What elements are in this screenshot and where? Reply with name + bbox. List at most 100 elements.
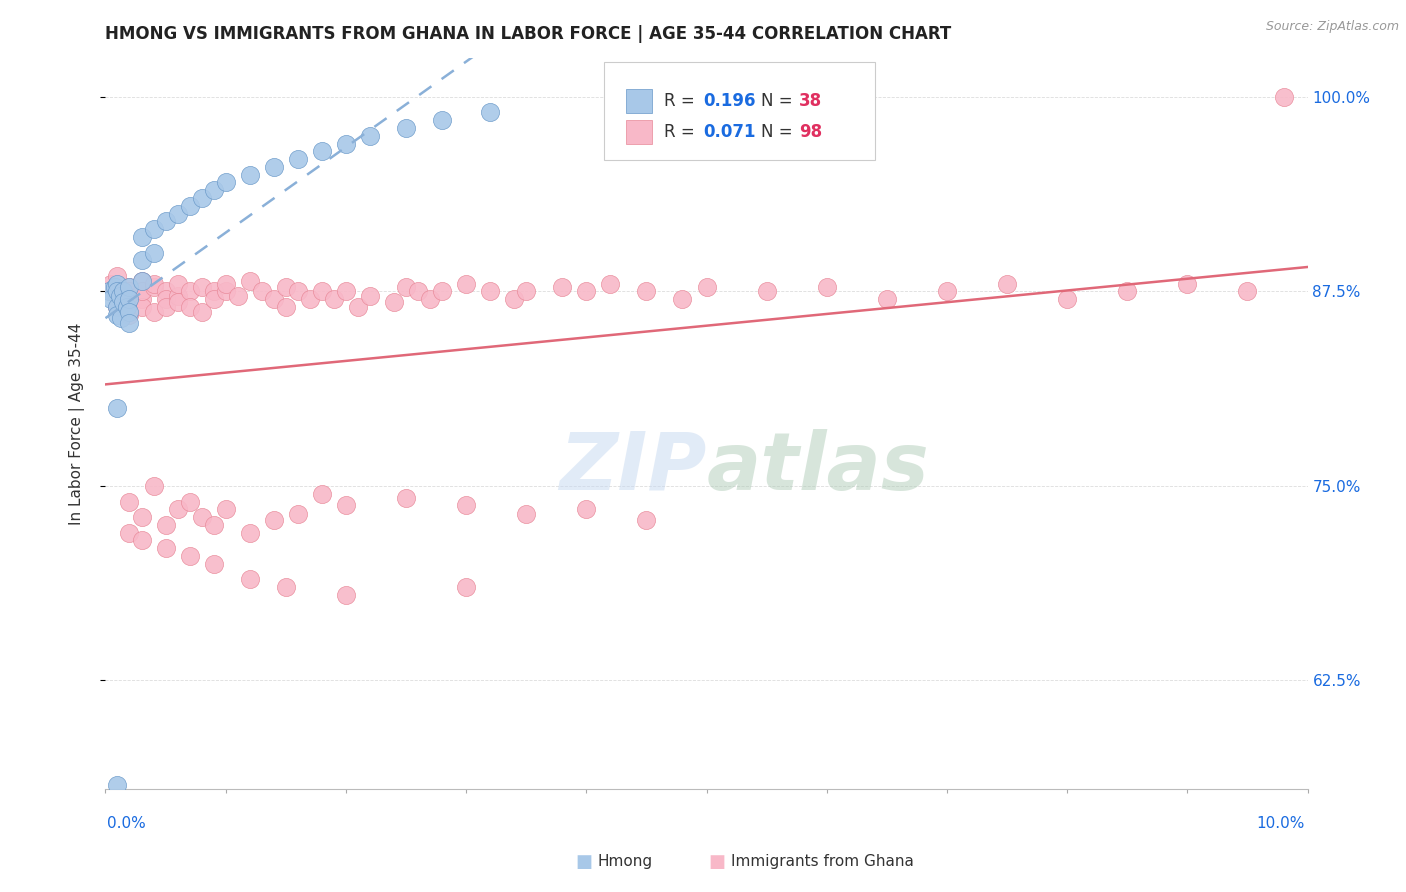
Point — [118, 494, 141, 508]
Point — [104, 279, 127, 293]
Point — [100, 277, 122, 291]
Point — [995, 277, 1018, 291]
Point — [395, 491, 418, 506]
Point — [1116, 285, 1139, 299]
Point — [287, 507, 309, 521]
Point — [311, 487, 333, 501]
Point — [131, 253, 153, 268]
Point — [274, 580, 297, 594]
Text: Source: ZipAtlas.com: Source: ZipAtlas.com — [1265, 20, 1399, 33]
Point — [107, 300, 129, 314]
Point — [335, 498, 357, 512]
Point — [190, 191, 212, 205]
Point — [239, 572, 262, 586]
Point — [551, 279, 574, 293]
Point — [107, 300, 129, 314]
Point — [112, 295, 135, 310]
Text: 10.0%: 10.0% — [1257, 816, 1305, 830]
Point — [107, 285, 129, 299]
Text: 98: 98 — [799, 123, 823, 141]
Point — [936, 285, 959, 299]
Point — [322, 292, 344, 306]
Point — [636, 513, 658, 527]
Text: R =: R = — [665, 92, 700, 110]
Point — [166, 206, 188, 220]
Point — [214, 285, 236, 299]
Point — [515, 285, 537, 299]
Point — [118, 292, 141, 306]
Point — [166, 277, 188, 291]
Point — [155, 285, 177, 299]
Point — [110, 310, 132, 325]
Point — [406, 285, 429, 299]
Point — [131, 300, 153, 314]
Point — [118, 279, 141, 293]
Point — [142, 277, 165, 291]
Point — [202, 285, 225, 299]
Point — [179, 549, 201, 563]
Text: N =: N = — [761, 92, 797, 110]
Point — [155, 214, 177, 228]
Point — [274, 300, 297, 314]
Point — [335, 136, 357, 151]
Point — [263, 513, 285, 527]
Text: HMONG VS IMMIGRANTS FROM GHANA IN LABOR FORCE | AGE 35-44 CORRELATION CHART: HMONG VS IMMIGRANTS FROM GHANA IN LABOR … — [105, 25, 952, 43]
Point — [107, 285, 129, 299]
Point — [131, 273, 153, 287]
Point — [179, 300, 201, 314]
Point — [430, 285, 453, 299]
Point — [131, 230, 153, 244]
Point — [1236, 285, 1258, 299]
Point — [98, 285, 121, 299]
Point — [214, 277, 236, 291]
Text: ■: ■ — [575, 853, 592, 871]
Point — [131, 533, 153, 548]
Text: 38: 38 — [799, 92, 823, 110]
Point — [108, 289, 131, 303]
Point — [454, 498, 477, 512]
FancyBboxPatch shape — [626, 89, 652, 112]
Point — [98, 285, 121, 299]
Point — [287, 152, 309, 166]
Point — [430, 113, 453, 128]
Point — [419, 292, 441, 306]
Point — [131, 285, 153, 299]
Point — [696, 279, 718, 293]
Point — [359, 289, 381, 303]
Point — [503, 292, 526, 306]
Point — [636, 285, 658, 299]
Point — [335, 588, 357, 602]
Text: atlas: atlas — [707, 428, 929, 507]
Text: R =: R = — [665, 123, 700, 141]
FancyBboxPatch shape — [605, 62, 875, 161]
Point — [107, 308, 129, 322]
Point — [226, 289, 249, 303]
Text: N =: N = — [761, 123, 797, 141]
Point — [479, 105, 502, 120]
Point — [1272, 90, 1295, 104]
Y-axis label: In Labor Force | Age 35-44: In Labor Force | Age 35-44 — [69, 323, 84, 524]
Point — [1056, 292, 1078, 306]
Point — [131, 273, 153, 287]
Point — [190, 304, 212, 318]
Point — [359, 128, 381, 143]
Point — [107, 778, 129, 792]
Point — [118, 279, 141, 293]
Point — [107, 268, 129, 283]
Point — [263, 160, 285, 174]
Point — [815, 279, 838, 293]
Point — [214, 176, 236, 190]
Point — [202, 517, 225, 532]
Point — [202, 183, 225, 197]
Point — [118, 316, 141, 330]
Point — [239, 168, 262, 182]
Point — [1175, 277, 1198, 291]
Point — [395, 121, 418, 136]
Point — [575, 285, 598, 299]
Point — [755, 285, 778, 299]
Point — [311, 285, 333, 299]
Point — [250, 285, 273, 299]
FancyBboxPatch shape — [626, 120, 652, 144]
Point — [287, 285, 309, 299]
Point — [142, 479, 165, 493]
